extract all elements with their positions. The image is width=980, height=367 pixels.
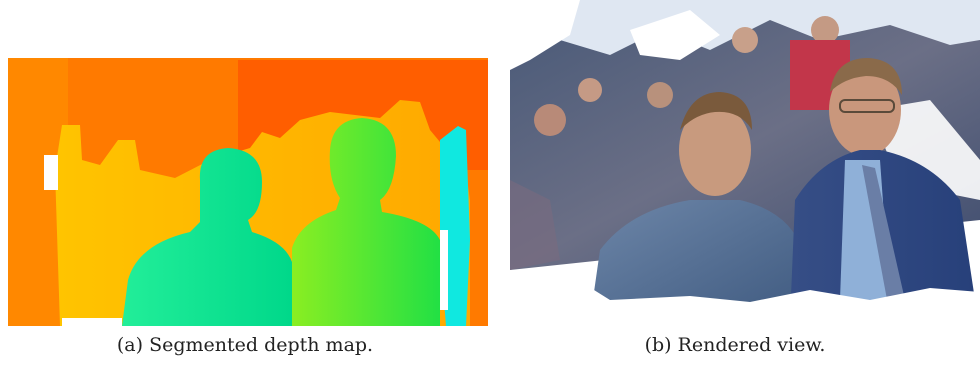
- bg-face-4: [732, 27, 758, 53]
- depth-hole-left: [44, 155, 58, 190]
- caption-a: (a) Segmented depth map.: [116, 334, 374, 356]
- rendered-person-left-hair: [680, 92, 752, 130]
- depth-map-image: [8, 58, 488, 326]
- depth-map-panel: (a) Segmented depth map.: [8, 58, 488, 356]
- rendered-view-image: [510, 0, 980, 330]
- depth-hole-bottom: [62, 318, 122, 326]
- caption-b: (b) Rendered view.: [644, 334, 826, 356]
- depth-hole-right: [440, 230, 448, 310]
- depth-person-right: [292, 118, 440, 326]
- rendered-person-right-hair: [830, 58, 902, 95]
- bg-face-5: [811, 16, 839, 44]
- rendered-hole-top: [630, 10, 720, 60]
- rendered-tie: [862, 165, 905, 305]
- rendered-person-left-face: [679, 104, 751, 196]
- bg-face-3: [647, 82, 673, 108]
- rendered-hole-topleft: [510, 0, 580, 70]
- rendered-view-panel: (b) Rendered view.: [490, 0, 980, 367]
- bg-face-1: [534, 104, 566, 136]
- rendered-person-right-face: [829, 64, 901, 156]
- rendered-person-left-shirt: [590, 200, 808, 320]
- bg-face-2: [578, 78, 602, 102]
- rendered-hole-bottom: [510, 275, 980, 330]
- rendered-glasses: [839, 99, 895, 113]
- depth-person-left: [122, 148, 292, 326]
- bg-person-left: [510, 180, 560, 270]
